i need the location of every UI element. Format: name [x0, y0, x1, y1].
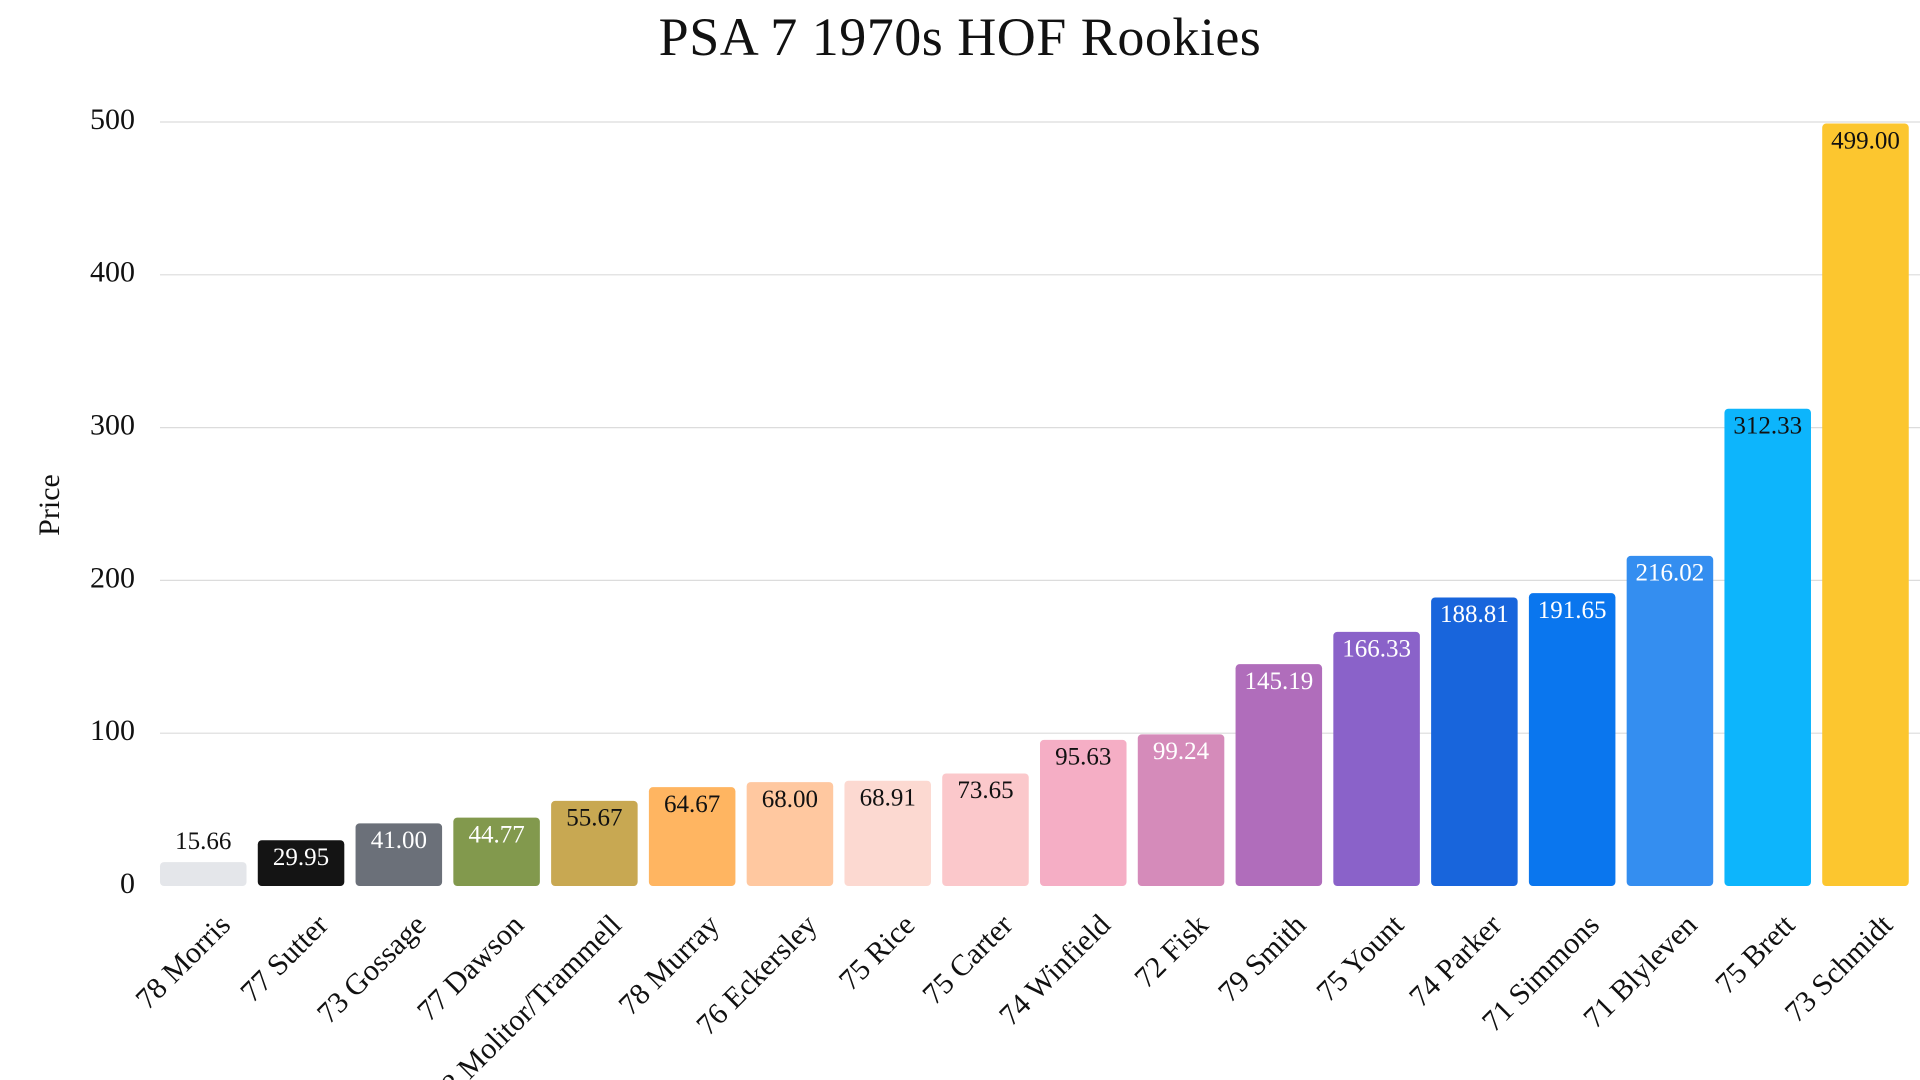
x-tick-label: 73 Schmidt [1779, 908, 1900, 1029]
x-tick-label: 72 Fisk [1128, 908, 1214, 994]
data-label: 191.65 [1538, 597, 1607, 624]
bar [746, 782, 834, 886]
y-tick-label: 500 [90, 103, 135, 136]
data-label: 99.24 [1153, 738, 1210, 765]
data-label: 312.33 [1733, 412, 1802, 439]
bar [844, 780, 931, 886]
data-label: 64.67 [664, 791, 720, 818]
bars [160, 123, 1909, 886]
data-labels: 15.66 29.95 41.00 44.77 55.67 64.67 68.00 68.91… [175, 127, 1900, 871]
y-tick-label: 0 [120, 867, 135, 900]
bar [453, 817, 540, 886]
bar [648, 787, 736, 886]
chart-title: PSA 7 1970s HOF Rookies [658, 7, 1262, 67]
bar [1333, 631, 1420, 886]
data-label: 41.00 [371, 827, 427, 854]
y-tick-label: 200 [90, 561, 135, 594]
data-label: 95.63 [1055, 744, 1111, 771]
data-label: 68.00 [762, 786, 818, 813]
bar [942, 773, 1029, 886]
x-tick-label: 75 Rice [833, 908, 922, 997]
y-axis-ticks: 0 100 200 300 400 500 [90, 103, 135, 900]
x-tick-label: 77 Sutter [234, 908, 335, 1009]
data-label: 68.91 [860, 784, 916, 811]
bar [1040, 739, 1127, 886]
data-label: 29.95 [273, 844, 329, 871]
data-label: 73.65 [957, 777, 1013, 804]
bar [257, 840, 345, 886]
bar [355, 823, 443, 886]
y-tick-label: 400 [90, 256, 135, 289]
y-axis-label: Price [33, 474, 66, 536]
data-label: 166.33 [1342, 636, 1411, 663]
data-label: 44.77 [468, 821, 524, 848]
y-tick-label: 300 [90, 408, 135, 441]
bar [1137, 734, 1225, 886]
data-label: 55.67 [566, 805, 622, 832]
bar [551, 800, 638, 886]
data-label: 499.00 [1831, 127, 1900, 154]
data-label: 216.02 [1636, 560, 1705, 587]
bar [1822, 123, 1909, 886]
x-tick-label: 75 Brett [1709, 908, 1802, 1001]
data-label: 15.66 [175, 828, 231, 855]
data-label: 188.81 [1440, 601, 1509, 628]
x-tick-label: 75 Yount [1310, 908, 1410, 1008]
bar [1235, 664, 1323, 886]
x-tick-label: 75 Carter [916, 908, 1019, 1011]
bar [1528, 593, 1616, 886]
bar [1724, 408, 1811, 886]
bar [160, 862, 247, 886]
data-label: 145.19 [1244, 668, 1313, 695]
y-tick-label: 100 [90, 714, 135, 747]
bar [1626, 555, 1714, 886]
x-tick-label: 79 Smith [1212, 908, 1313, 1009]
x-tick-label: 78 Morris [129, 908, 237, 1016]
bar [1431, 597, 1518, 886]
